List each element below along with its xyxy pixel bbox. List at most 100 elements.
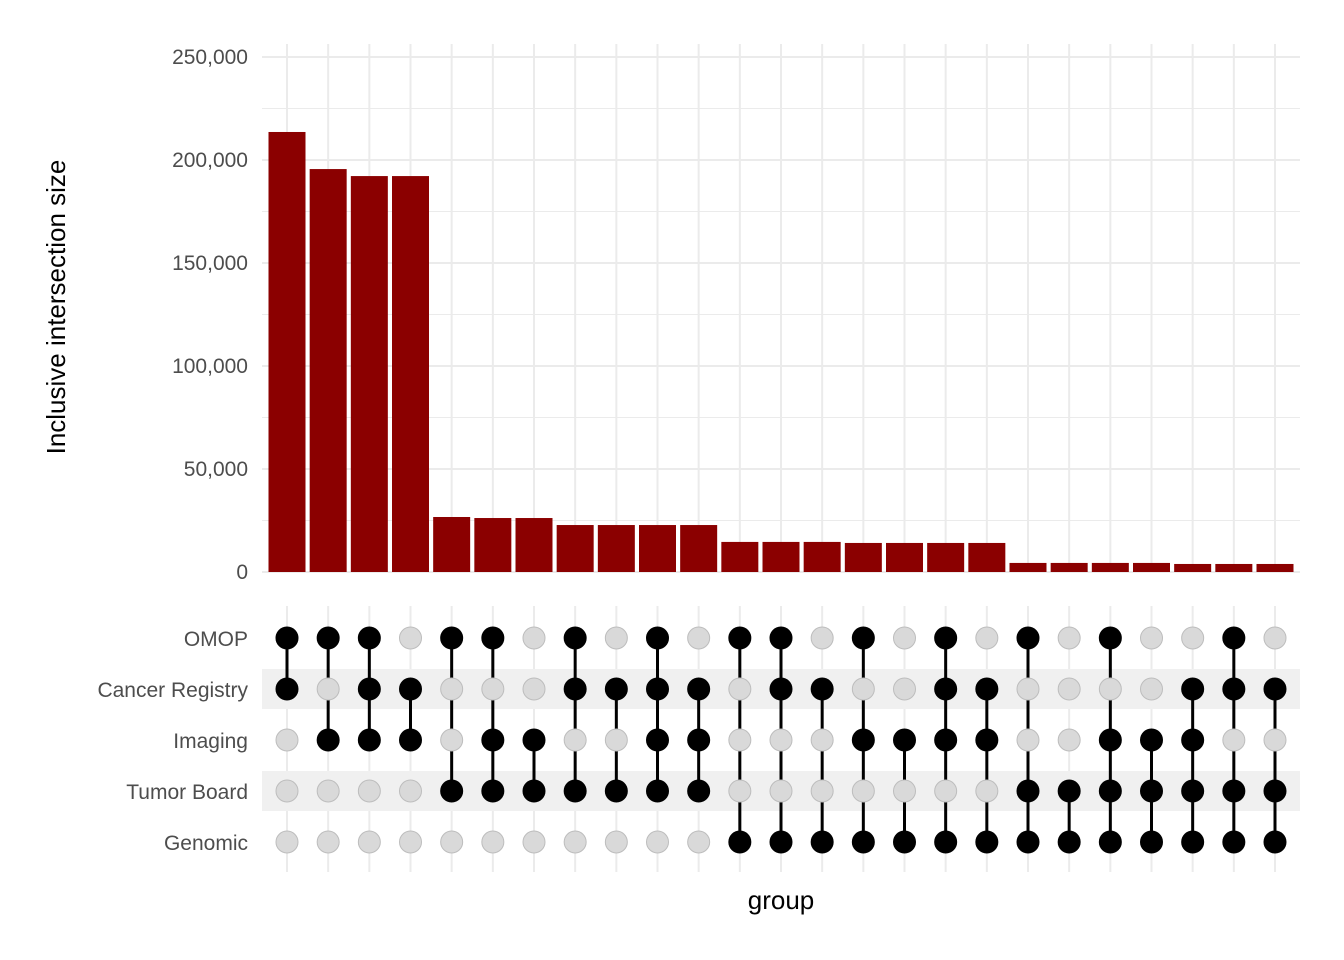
member-dot xyxy=(728,830,752,854)
member-dot xyxy=(934,728,958,752)
nonmember-dot xyxy=(316,677,340,701)
member-dot xyxy=(1181,779,1205,803)
y-axis-title: Inclusive intersection size xyxy=(41,160,71,455)
nonmember-dot xyxy=(769,779,793,803)
nonmember-dot xyxy=(646,830,669,854)
bar xyxy=(556,525,594,572)
x-axis-title: group xyxy=(748,885,815,915)
set-labels: OMOP Cancer Registry Imaging Tumor Board Gen… xyxy=(97,628,248,855)
bar xyxy=(1133,562,1170,572)
member-dot xyxy=(769,830,793,854)
set-label: Cancer Registry xyxy=(97,679,248,702)
nonmember-dot xyxy=(399,626,422,650)
nonmember-dot xyxy=(1263,728,1287,752)
nonmember-dot xyxy=(810,779,834,803)
set-label: OMOP xyxy=(184,628,248,651)
nonmember-dot xyxy=(604,728,628,752)
member-dot xyxy=(1222,779,1246,803)
member-dot xyxy=(1263,830,1287,854)
nonmember-dot xyxy=(275,779,299,803)
matrix xyxy=(275,626,1287,854)
member-dot xyxy=(687,677,711,701)
set-label: Genomic xyxy=(164,832,248,855)
y-tick-label: 50,000 xyxy=(184,458,248,481)
bar xyxy=(1050,562,1088,572)
bar xyxy=(639,525,676,572)
member-dot xyxy=(1140,830,1163,854)
member-dot xyxy=(646,779,669,803)
member-dot xyxy=(481,626,505,650)
y-tick-label: 100,000 xyxy=(172,355,248,378)
nonmember-dot xyxy=(1263,626,1287,650)
bar xyxy=(1009,562,1047,572)
member-dot xyxy=(893,728,916,752)
member-dot xyxy=(893,830,916,854)
member-dot xyxy=(563,779,587,803)
nonmember-dot xyxy=(275,728,299,752)
bar xyxy=(680,525,718,572)
nonmember-dot xyxy=(440,728,464,752)
bar xyxy=(350,176,388,572)
nonmember-dot xyxy=(563,830,587,854)
bar xyxy=(1215,563,1253,572)
member-dot xyxy=(481,779,505,803)
nonmember-dot xyxy=(728,728,752,752)
member-dot xyxy=(604,677,628,701)
member-dot xyxy=(646,728,669,752)
nonmember-dot xyxy=(728,779,752,803)
nonmember-dot xyxy=(481,830,505,854)
y-tick-label: 150,000 xyxy=(172,252,248,275)
member-dot xyxy=(481,728,505,752)
nonmember-dot xyxy=(851,779,875,803)
y-tick-label: 0 xyxy=(236,561,248,584)
y-axis-ticks: 0 50,000 100,000 150,000 200,000 250,000 xyxy=(172,46,248,584)
nonmember-dot xyxy=(1181,626,1205,650)
nonmember-dot xyxy=(893,779,916,803)
member-dot xyxy=(563,626,587,650)
nonmember-dot xyxy=(316,779,340,803)
member-dot xyxy=(975,830,999,854)
nonmember-dot xyxy=(851,677,875,701)
member-dot xyxy=(1016,626,1040,650)
member-dot xyxy=(851,830,875,854)
member-dot xyxy=(851,626,875,650)
member-dot xyxy=(1098,830,1122,854)
nonmember-dot xyxy=(893,626,916,650)
member-dot xyxy=(357,626,381,650)
nonmember-dot xyxy=(687,626,711,650)
nonmember-dot xyxy=(728,677,752,701)
member-dot xyxy=(646,626,669,650)
member-dot xyxy=(934,626,958,650)
nonmember-dot xyxy=(357,830,381,854)
bar xyxy=(1091,562,1129,572)
nonmember-dot xyxy=(1016,677,1040,701)
member-dot xyxy=(563,677,587,701)
member-dot xyxy=(646,677,669,701)
nonmember-dot xyxy=(1016,728,1040,752)
bar xyxy=(803,541,841,572)
member-dot xyxy=(522,728,546,752)
bar xyxy=(927,542,965,572)
member-dot xyxy=(399,728,422,752)
member-dot xyxy=(687,728,711,752)
member-dot xyxy=(357,728,381,752)
member-dot xyxy=(604,779,628,803)
member-dot xyxy=(440,779,464,803)
bar xyxy=(886,542,923,572)
nonmember-dot xyxy=(357,779,381,803)
bar xyxy=(1256,563,1294,572)
member-dot xyxy=(1057,779,1081,803)
y-tick-label: 200,000 xyxy=(172,149,248,172)
member-dot xyxy=(316,626,340,650)
nonmember-dot xyxy=(1057,626,1081,650)
set-label: Imaging xyxy=(173,730,248,753)
member-dot xyxy=(769,677,793,701)
nonmember-dot xyxy=(810,728,834,752)
bar xyxy=(597,525,635,572)
nonmember-dot xyxy=(1222,728,1246,752)
nonmember-dot xyxy=(440,830,464,854)
member-dot xyxy=(1098,779,1122,803)
nonmember-dot xyxy=(316,830,340,854)
nonmember-dot xyxy=(563,728,587,752)
bar xyxy=(1174,563,1212,572)
